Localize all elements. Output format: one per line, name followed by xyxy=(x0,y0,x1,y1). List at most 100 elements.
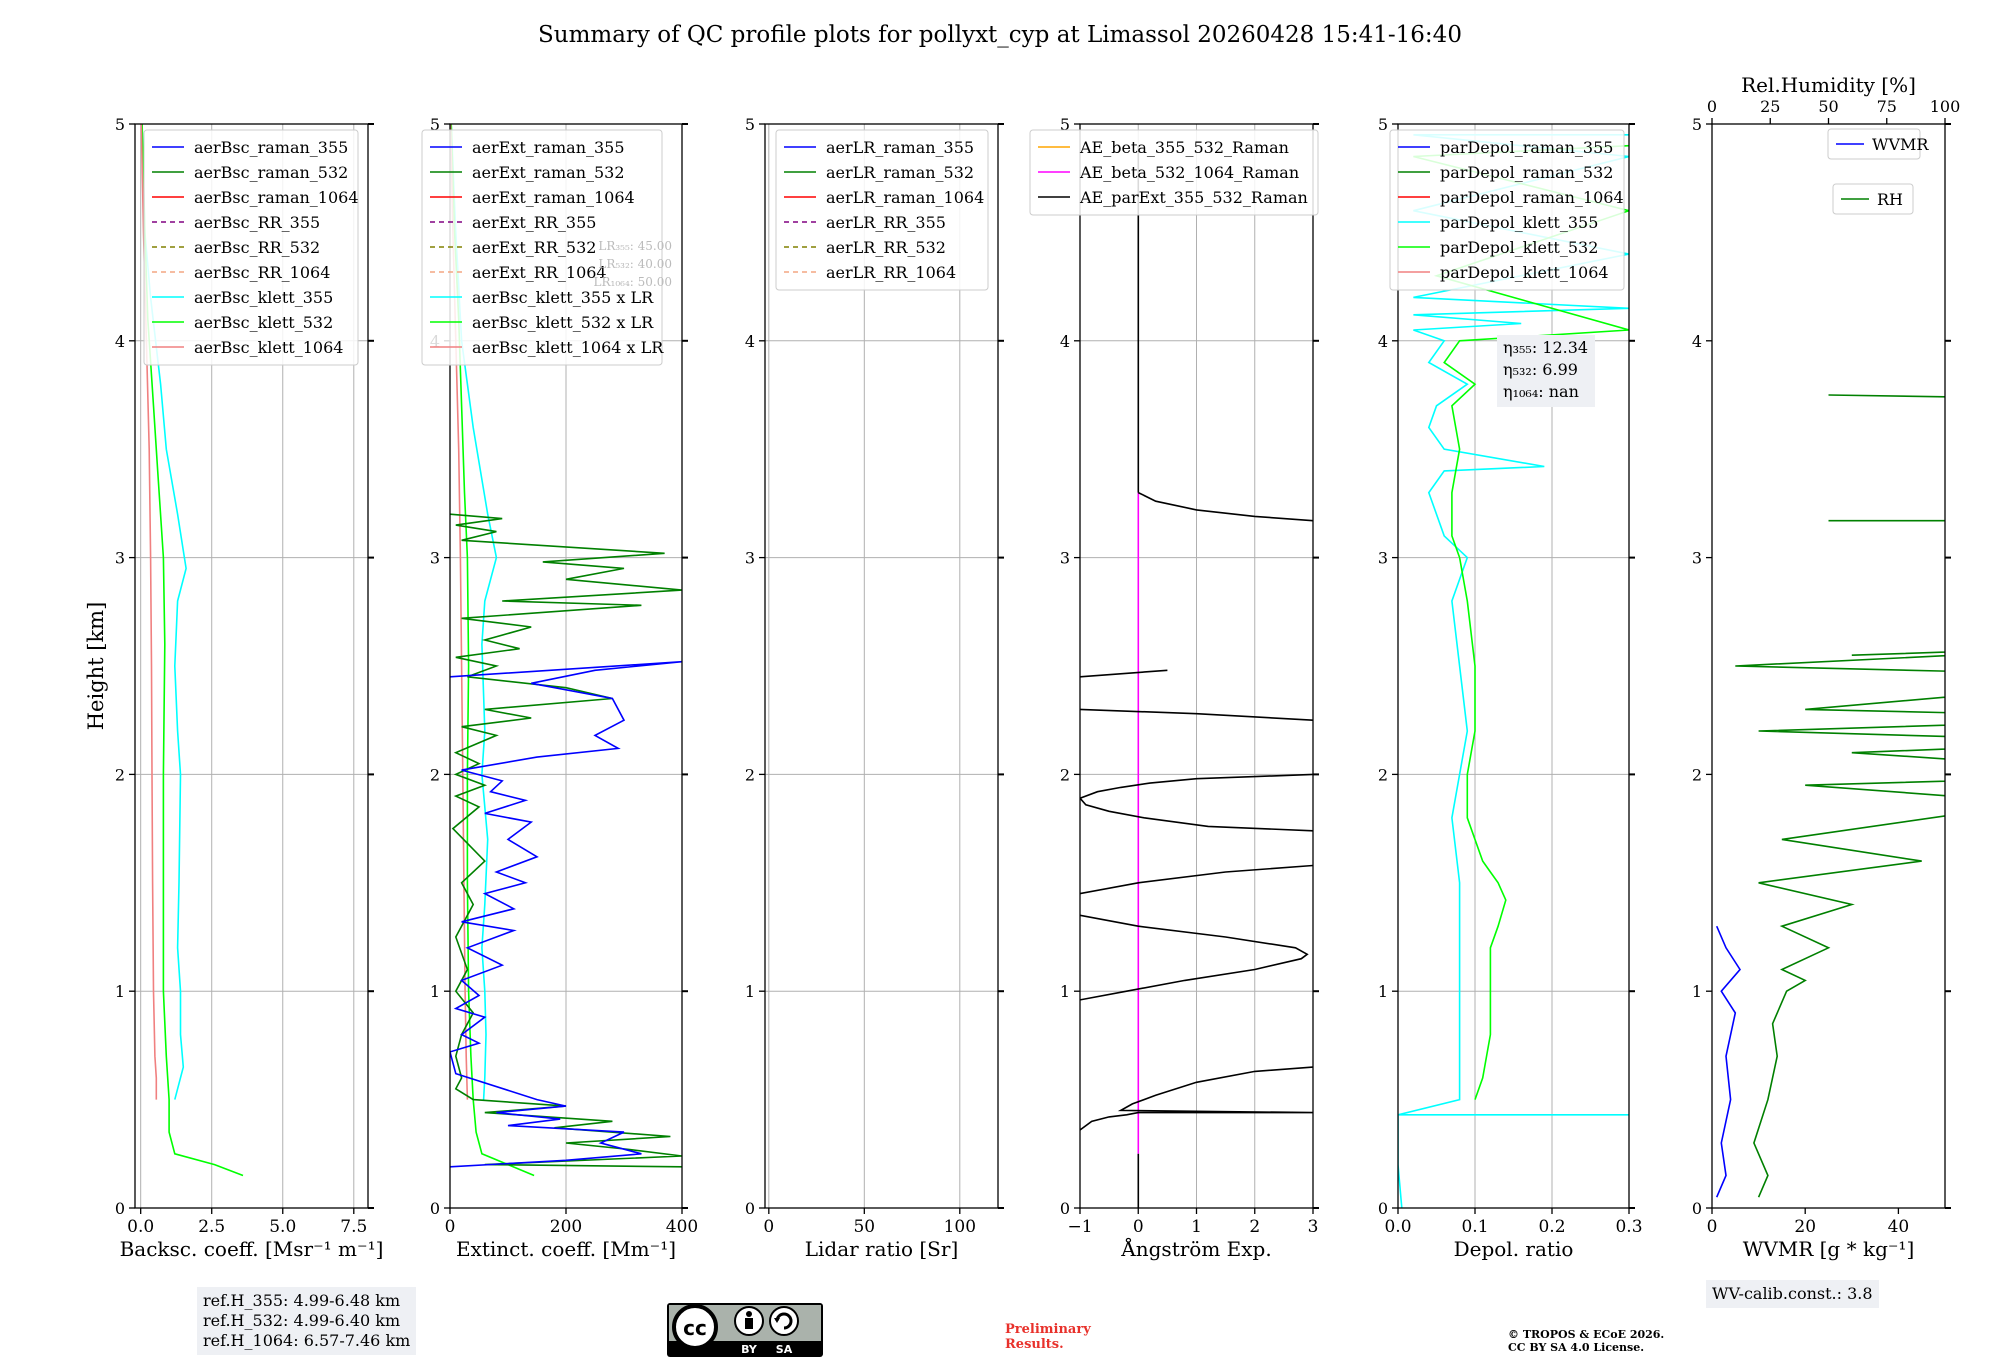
legend-label: aerBsc_RR_355 xyxy=(194,213,320,232)
axes-frame-depolarization xyxy=(1397,123,1630,1209)
legend-label: aerBsc_raman_355 xyxy=(194,138,348,157)
y-tick-label: 2 xyxy=(1692,765,1702,784)
x-tick-label: 0.0 xyxy=(1384,1217,1411,1237)
cc-license-badge: cc BY SA xyxy=(667,1303,823,1357)
legend-label: aerBsc_klett_532 xyxy=(194,313,333,332)
legend-label: parDepol_klett_355 xyxy=(1440,213,1598,232)
x-tick-label: 1 xyxy=(1191,1217,1202,1237)
series-line-aerext-raman-355 xyxy=(450,660,682,1168)
y-tick-label: 5 xyxy=(1692,115,1702,134)
y-tick-label: 3 xyxy=(1692,549,1702,568)
x-axis-label: Ångström Exp. xyxy=(1120,1236,1271,1261)
x2-tick-label: 0 xyxy=(1707,97,1717,116)
y-tick-label: 4 xyxy=(1692,332,1702,351)
x-tick-label: 0.1 xyxy=(1461,1217,1488,1237)
legend-label: aerBsc_klett_355 x LR xyxy=(472,288,654,307)
series-line-ae-parext-355-532-raman xyxy=(1137,491,1313,522)
y-tick-label: 0 xyxy=(115,1199,125,1218)
legend-label: aerExt_RR_532 xyxy=(472,238,596,257)
series-line-rh xyxy=(1828,394,1945,398)
legend-label: AE_parExt_355_532_Raman xyxy=(1079,188,1308,207)
x-axis-label: WVMR [g * kg⁻¹] xyxy=(1743,1237,1915,1261)
legend-label: aerExt_RR_355 xyxy=(472,213,596,232)
eta-annotation: η₅₃₂: 6.99 xyxy=(1503,360,1578,379)
legend-label: parDepol_raman_532 xyxy=(1440,163,1613,182)
x2-tick-label: 75 xyxy=(1877,97,1897,116)
x-tick-label: 0 xyxy=(1133,1217,1144,1237)
x2-axis-label: Rel.Humidity [%] xyxy=(1741,73,1916,97)
legend-label: parDepol_raman_355 xyxy=(1440,138,1613,157)
y-tick-label: 3 xyxy=(115,549,125,568)
legend-label: aerExt_raman_532 xyxy=(472,163,625,182)
legend-label: aerLR_RR_355 xyxy=(826,213,946,232)
y-tick-label: 0 xyxy=(1060,1199,1070,1218)
x-tick-label: 2.5 xyxy=(198,1217,225,1237)
legend-label: aerLR_raman_1064 xyxy=(826,188,984,207)
y-tick-label: 2 xyxy=(430,765,440,784)
x-tick-label: 7.5 xyxy=(340,1217,367,1237)
y-tick-label: 3 xyxy=(745,549,755,568)
copyright-notice: © TROPOS & ECoE 2026. CC BY SA 4.0 Licen… xyxy=(1508,1328,1664,1354)
preliminary-line-1: Preliminary xyxy=(1005,1322,1091,1337)
figure-title: Summary of QC profile plots for pollyxt_… xyxy=(538,22,1462,48)
y-tick-label: 5 xyxy=(745,115,755,134)
legend-label: aerLR_RR_1064 xyxy=(826,263,956,282)
legend-box xyxy=(143,129,359,366)
legend-label: WVMR xyxy=(1872,135,1929,154)
series-line-pardepol-klett-355 xyxy=(1398,134,1629,1208)
y-tick-label: 4 xyxy=(115,332,125,351)
y-tick-label: 2 xyxy=(745,765,755,784)
x-axis-label: Lidar ratio [Sr] xyxy=(805,1237,959,1261)
y-tick-label: 3 xyxy=(1060,549,1070,568)
x-tick-label: 400 xyxy=(666,1217,698,1237)
legend-label: aerBsc_klett_532 x LR xyxy=(472,313,654,332)
legend-label: aerExt_raman_355 xyxy=(472,138,625,157)
legend-label: AE_beta_355_532_Raman xyxy=(1079,138,1289,157)
legend-label: aerExt_RR_1064 xyxy=(472,263,607,282)
lidar-ratio-annotation: LR₁₀₆₄: 50.00 xyxy=(594,275,672,289)
y-tick-label: 4 xyxy=(1060,332,1070,351)
cc-by-label: BY xyxy=(741,1343,758,1356)
eta-annotation: η₁₀₆₄: nan xyxy=(1503,382,1579,401)
eta-annotation-box xyxy=(1497,335,1595,407)
legend-label: parDepol_klett_532 xyxy=(1440,238,1598,257)
x-tick-label: 200 xyxy=(550,1217,582,1237)
y-tick-label: 2 xyxy=(1060,765,1070,784)
y-tick-label: 1 xyxy=(1060,982,1070,1001)
y-tick-label: 4 xyxy=(745,332,755,351)
axes-frame-lidar-ratio xyxy=(764,123,999,1209)
legend-label: aerBsc_klett_355 xyxy=(194,288,333,307)
series-line-ae-parext-355-532-raman xyxy=(1080,669,1168,678)
series-line-rh xyxy=(1735,651,1945,1198)
copyright-line-1: © TROPOS & ECoE 2026. xyxy=(1508,1328,1665,1341)
legend-label: aerBsc_klett_1064 x LR xyxy=(472,338,664,357)
y-tick-label: 5 xyxy=(430,115,440,134)
series-line-ae-parext-355-532-raman xyxy=(1080,708,1313,721)
series-line-ae-parext-355-532-raman xyxy=(1080,773,1313,832)
legend-label: aerLR_raman_532 xyxy=(826,163,974,182)
legend-label: parDepol_raman_1064 xyxy=(1440,188,1624,207)
legend-label: aerBsc_klett_1064 xyxy=(194,338,343,357)
y-tick-label: 2 xyxy=(1378,765,1388,784)
wv-calibration-box: WV-calib.const.: 3.8 xyxy=(1706,1280,1879,1308)
y-tick-label: 3 xyxy=(430,549,440,568)
wv-calibration-constant: WV-calib.const.: 3.8 xyxy=(1712,1284,1873,1303)
x-tick-label: 5.0 xyxy=(269,1217,296,1237)
legend-box xyxy=(1029,129,1319,216)
y-tick-label: 4 xyxy=(1378,332,1388,351)
y-tick-label: 1 xyxy=(745,982,755,1001)
legend-box xyxy=(1389,129,1625,291)
x-tick-label: −1 xyxy=(1067,1217,1092,1237)
svg-text:cc: cc xyxy=(683,1316,707,1340)
legend-label: parDepol_klett_1064 xyxy=(1440,263,1609,282)
series-line-wvmr xyxy=(1715,925,1741,1198)
y-tick-label: 0 xyxy=(1378,1199,1388,1218)
y-tick-label: 2 xyxy=(115,765,125,784)
x-tick-label: 2 xyxy=(1249,1217,1260,1237)
x-tick-label: 0.0 xyxy=(127,1217,154,1237)
ref-height-532: ref.H_532: 4.99-6.40 km xyxy=(203,1311,401,1330)
y-tick-label: 1 xyxy=(1692,982,1702,1001)
lidar-ratio-annotation: LR₅₃₂: 40.00 xyxy=(598,257,672,271)
ref-height-355: ref.H_355: 4.99-6.48 km xyxy=(203,1291,401,1310)
